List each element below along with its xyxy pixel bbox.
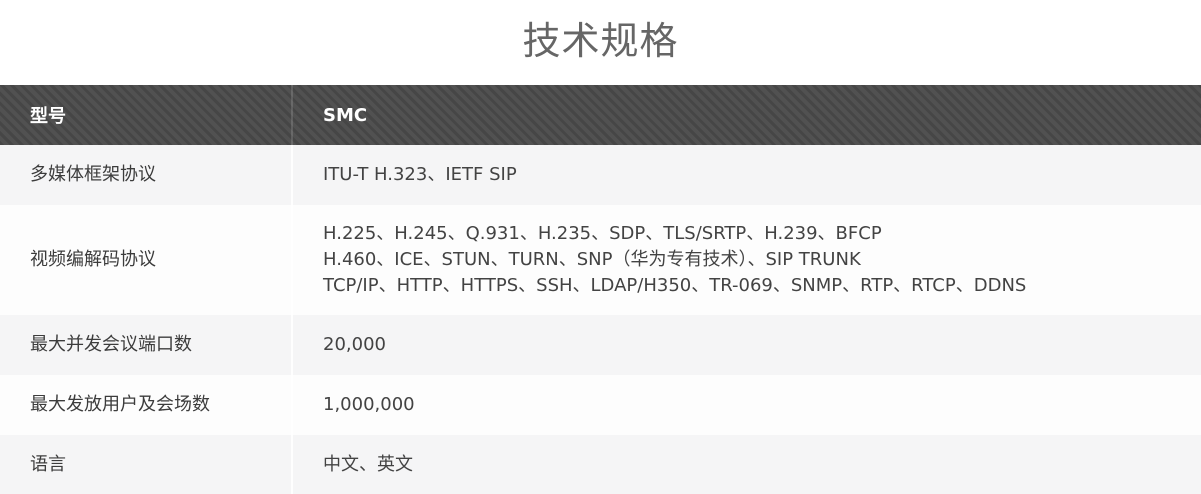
- title-area: 技术规格: [0, 0, 1201, 85]
- row-label-video-codec-protocol: 视频编解码协议: [30, 249, 156, 270]
- row-value-text-line: H.460、ICE、STUN、TURN、SNP（华为专有技术）、SIP TRUN…: [323, 249, 861, 270]
- header-model-label: 型号: [30, 106, 66, 127]
- row-value-cell: ITU-T H.323、IETF SIP: [293, 145, 1201, 205]
- table-row: 多媒体框架协议 ITU-T H.323、IETF SIP: [0, 145, 1201, 205]
- table-row: 最大发放用户及会场数 1,000,000: [0, 375, 1201, 435]
- table-row: 语言 中文、英文: [0, 435, 1201, 494]
- row-value-text-line: TCP/IP、HTTP、HTTPS、SSH、LDAP/H350、TR-069、S…: [323, 275, 1027, 296]
- row-label-max-concurrent-ports: 最大并发会议端口数: [30, 334, 192, 355]
- row-label-cell: 最大并发会议端口数: [0, 315, 293, 375]
- row-label-language: 语言: [30, 453, 66, 475]
- row-value-text-line: H.225、H.245、Q.931、H.235、SDP、TLS/SRTP、H.2…: [323, 223, 882, 244]
- header-model-cell: 型号: [0, 85, 293, 145]
- table-row: 视频编解码协议 H.225、H.245、Q.931、H.235、SDP、TLS/…: [0, 205, 1201, 315]
- row-value-cell: 中文、英文: [293, 435, 1201, 494]
- row-label-multimedia-framework: 多媒体框架协议: [30, 164, 156, 185]
- spec-table: 型号 SMC 多媒体框架协议 ITU-T H.323、IETF SIP 视频编解…: [0, 85, 1201, 494]
- table-header-row: 型号 SMC: [0, 85, 1201, 145]
- row-label-cell: 多媒体框架协议: [0, 145, 293, 205]
- row-value-text: 20,000: [323, 334, 386, 355]
- row-label-cell: 语言: [0, 435, 293, 494]
- table-row: 最大并发会议端口数 20,000: [0, 315, 1201, 375]
- row-label-cell: 视频编解码协议: [0, 205, 293, 315]
- row-value-text: 中文、英文: [323, 453, 413, 475]
- row-value-cell: 1,000,000: [293, 375, 1201, 435]
- header-product-cell: SMC: [293, 85, 1201, 145]
- row-value-cell: 20,000: [293, 315, 1201, 375]
- row-value-text: 1,000,000: [323, 394, 415, 415]
- row-label-cell: 最大发放用户及会场数: [0, 375, 293, 435]
- header-product-label: SMC: [323, 104, 368, 126]
- row-value-text: ITU-T H.323、IETF SIP: [323, 164, 517, 185]
- row-label-max-users-sites: 最大发放用户及会场数: [30, 394, 210, 415]
- row-value-cell: H.225、H.245、Q.931、H.235、SDP、TLS/SRTP、H.2…: [293, 205, 1201, 315]
- page-title: 技术规格: [522, 19, 679, 63]
